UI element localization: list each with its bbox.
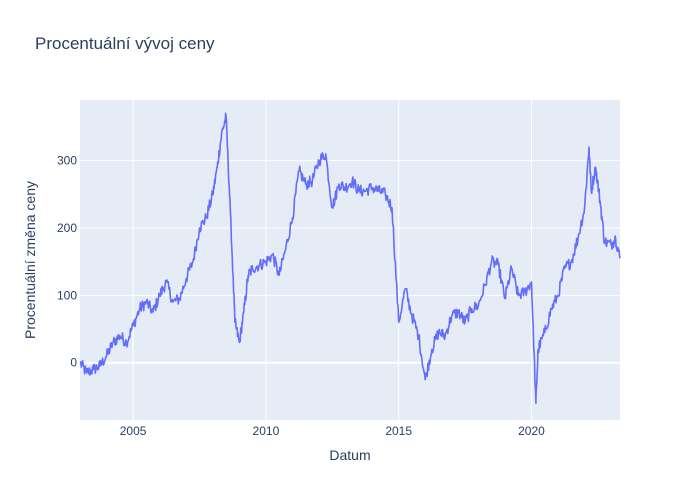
y-axis-title: Procentuální změna ceny bbox=[22, 181, 38, 339]
series-line bbox=[79, 112, 621, 404]
y-tick-label: 300 bbox=[57, 154, 77, 168]
chart-title: Procentuální vývoj ceny bbox=[35, 34, 215, 53]
plot-background bbox=[80, 100, 620, 420]
y-tick-label: 100 bbox=[57, 288, 77, 302]
x-tick-label: 2015 bbox=[385, 424, 412, 438]
x-tick-label: 2010 bbox=[253, 424, 280, 438]
x-tick-label: 2020 bbox=[518, 424, 545, 438]
y-tick-label: 0 bbox=[70, 356, 77, 370]
x-axis-title: Datum bbox=[329, 447, 371, 463]
x-tick-label: 2005 bbox=[120, 424, 147, 438]
y-tick-label: 200 bbox=[57, 221, 77, 235]
